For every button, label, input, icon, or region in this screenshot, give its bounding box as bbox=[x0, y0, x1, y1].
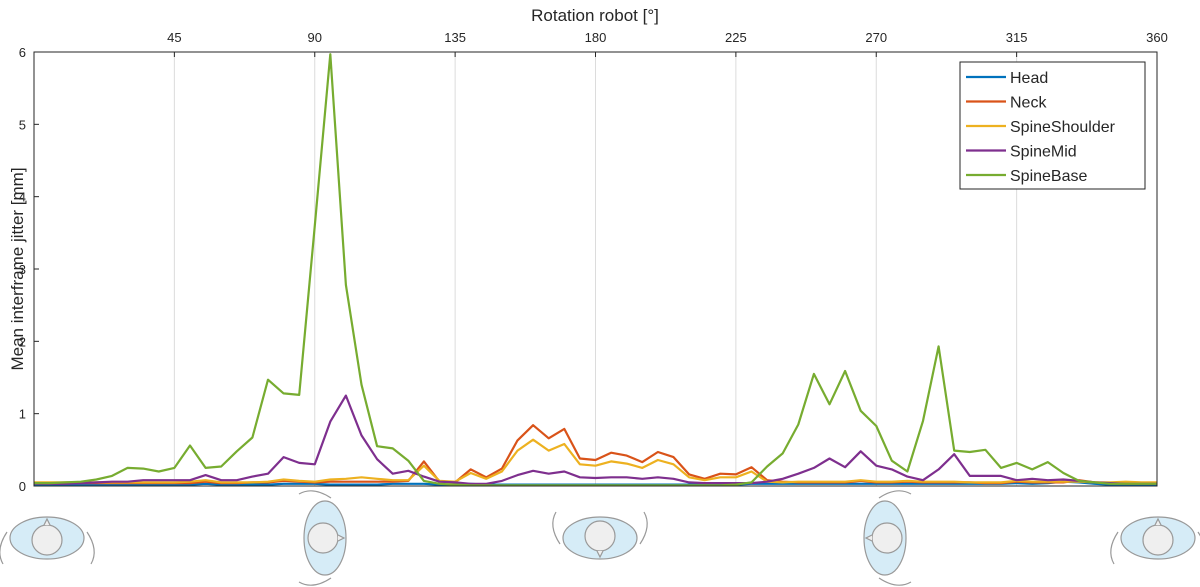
legend-label-head: Head bbox=[1010, 70, 1048, 87]
y-tick-label: 6 bbox=[19, 45, 26, 60]
grid-lines bbox=[173, 52, 1018, 486]
x-axis-title: Rotation robot [°] bbox=[531, 6, 659, 25]
y-axis-ticks: 0 1 2 3 4 5 6 bbox=[19, 45, 39, 494]
x-axis-ticks: 45 90 135 180 225 270 315 360 bbox=[167, 30, 1168, 57]
silhouette-row bbox=[0, 490, 1200, 586]
x-tick-label: 225 bbox=[725, 30, 747, 45]
series-line-spineshoulder bbox=[34, 438, 1157, 484]
body-silhouette-icon bbox=[552, 511, 648, 560]
x-tick-label: 315 bbox=[1006, 30, 1028, 45]
x-tick-label: 135 bbox=[444, 30, 466, 45]
x-tick-label: 180 bbox=[585, 30, 607, 45]
body-silhouette-icon bbox=[298, 490, 347, 586]
y-tick-label: 1 bbox=[19, 407, 26, 422]
y-tick-label: 3 bbox=[19, 262, 26, 277]
x-tick-label: 270 bbox=[865, 30, 887, 45]
y-tick-label: 2 bbox=[19, 334, 26, 349]
y-tick-label: 5 bbox=[19, 117, 26, 132]
legend-label-spineshoulder: SpineShoulder bbox=[1010, 119, 1116, 136]
legend-label-neck: Neck bbox=[1010, 95, 1047, 112]
legend-label-spinebase: SpineBase bbox=[1010, 168, 1087, 185]
body-silhouette-icon bbox=[0, 516, 95, 565]
series-line-spinebase bbox=[34, 53, 1157, 487]
legend-label-spinemid: SpineMid bbox=[1010, 144, 1077, 161]
series-lines bbox=[34, 53, 1157, 487]
y-axis-title: Mean interframe jitter [mm] bbox=[8, 167, 27, 370]
y-tick-label: 0 bbox=[19, 479, 26, 494]
series-line-spinemid bbox=[34, 394, 1157, 485]
body-silhouette-icon bbox=[863, 490, 912, 586]
x-tick-label: 360 bbox=[1146, 30, 1168, 45]
body-silhouette-icon bbox=[1110, 516, 1200, 565]
y-tick-label: 4 bbox=[19, 190, 26, 205]
x-tick-label: 45 bbox=[167, 30, 181, 45]
legend: Head Neck SpineShoulder SpineMid SpineBase bbox=[959, 61, 1146, 190]
x-tick-label: 90 bbox=[308, 30, 322, 45]
